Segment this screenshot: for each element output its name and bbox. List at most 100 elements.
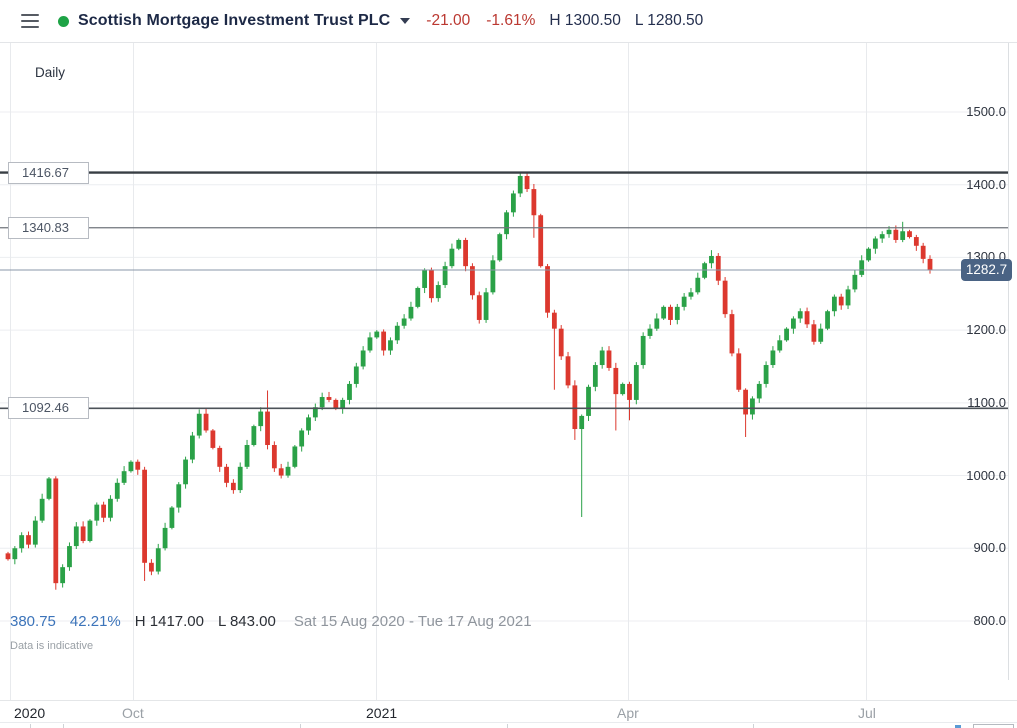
candle-body-up xyxy=(374,331,380,338)
candle-body-down xyxy=(913,237,919,246)
bottom-strip xyxy=(0,722,1017,728)
candle-body-up xyxy=(285,466,291,476)
candle-body-up xyxy=(852,274,858,290)
candle-body-down xyxy=(210,430,216,448)
candle-body-up xyxy=(32,520,38,545)
y-axis-label: 1200.0 xyxy=(966,322,1006,338)
candle-body-up xyxy=(244,445,250,467)
candle-body-up xyxy=(388,340,393,351)
candle-body-down xyxy=(278,468,284,476)
chevron-down-icon[interactable] xyxy=(400,18,411,24)
candle-body-up xyxy=(483,292,489,320)
candle-body-up xyxy=(510,193,516,213)
candle-body-up xyxy=(347,383,352,400)
candle-body-down xyxy=(538,215,544,267)
candle-body-up xyxy=(688,292,694,297)
candle-body-down xyxy=(729,314,735,354)
candle-body-down xyxy=(265,411,270,446)
candle-body-down xyxy=(565,356,571,386)
candle-body-up xyxy=(654,318,660,329)
candle-body-up xyxy=(340,399,346,409)
candle-body-down xyxy=(101,504,107,518)
candle-body-up xyxy=(797,311,803,319)
candle-body-up xyxy=(866,248,871,261)
candle-body-up xyxy=(859,260,865,275)
range-high: H 1417.00 xyxy=(134,613,204,630)
candle-body-down xyxy=(271,445,277,469)
candle-body-up xyxy=(702,263,708,278)
candle-body-down xyxy=(531,189,537,216)
candle-body-down xyxy=(804,311,810,325)
menu-icon[interactable] xyxy=(21,14,39,28)
candle-body-down xyxy=(927,258,933,270)
candle-body-up xyxy=(128,461,134,472)
candle-body-up xyxy=(39,498,45,521)
candle-body-up xyxy=(162,527,168,549)
candle-body-up xyxy=(292,446,298,467)
candle-body-down xyxy=(668,306,673,320)
candle-body-down xyxy=(470,266,475,296)
candle-body-up xyxy=(312,407,318,418)
range-stats: 380.75 42.21% H 1417.00 L 843.00 Sat 15 … xyxy=(10,613,532,630)
day-high: H 1300.50 xyxy=(549,12,621,29)
data-disclaimer: Data is indicative xyxy=(10,640,94,652)
chart-canvas[interactable] xyxy=(0,42,1017,700)
candle-body-down xyxy=(545,266,550,313)
candle-body-up xyxy=(825,311,830,329)
candle-body-up xyxy=(73,526,79,547)
candle-body-down xyxy=(551,312,557,329)
level-label: 1340.83 xyxy=(8,216,89,239)
candle-body-up xyxy=(251,426,257,446)
candle-body-up xyxy=(442,266,448,286)
level-label: 1092.46 xyxy=(8,397,89,420)
candle-body-up xyxy=(770,350,776,366)
candle-body-up xyxy=(306,417,311,431)
candle-body-up xyxy=(497,234,503,261)
candle-body-up xyxy=(647,328,653,336)
bottom-strip-tick xyxy=(63,724,64,728)
timeframe-label: Daily xyxy=(35,65,66,80)
candle-body-down xyxy=(715,255,721,281)
candle-body-up xyxy=(190,435,195,460)
price-change: -21.00 xyxy=(426,12,471,29)
y-axis-label: 1100.0 xyxy=(967,394,1006,410)
candle-body-down xyxy=(572,385,578,430)
candle-body-down xyxy=(627,383,632,400)
candle-body-up xyxy=(155,548,161,572)
candle-body-down xyxy=(326,397,332,400)
candle-body-down xyxy=(5,553,11,560)
candle-body-up xyxy=(831,296,837,312)
level-label: 1416.67 xyxy=(8,161,89,184)
candle-body-up xyxy=(319,397,325,408)
candle-body-up xyxy=(87,520,93,541)
y-axis-label: 1000.0 xyxy=(966,467,1006,483)
candle-body-down xyxy=(463,239,468,267)
candle-body-down xyxy=(722,280,728,315)
candlestick-chart[interactable]: Daily 1282.7 1416.67 1340.83 1092.46 1500.0… xyxy=(0,42,1017,700)
candle-body-down xyxy=(224,466,229,483)
y-axis-label: 900.0 xyxy=(973,540,1006,556)
price-change-percent: -1.61% xyxy=(486,12,536,29)
candle-body-up xyxy=(900,231,906,240)
candle-body-down xyxy=(230,482,236,491)
candle-body-up xyxy=(763,365,769,384)
candle-body-down xyxy=(838,296,844,306)
candle-body-up xyxy=(586,386,591,416)
candle-body-up xyxy=(360,350,366,367)
candle-body-up xyxy=(490,260,496,293)
candle-body-down xyxy=(217,447,223,467)
candle-body-down xyxy=(26,535,31,545)
candle-body-down xyxy=(811,324,817,342)
candle-body-down xyxy=(80,526,86,541)
candle-body-up xyxy=(879,234,885,239)
candle-body-down xyxy=(743,389,748,415)
bottom-strip-box xyxy=(973,724,1014,728)
candle-body-up xyxy=(258,411,264,427)
market-status-dot-icon xyxy=(58,15,69,27)
candle-body-up xyxy=(367,337,373,351)
candle-body-up xyxy=(695,277,701,293)
candle-body-up xyxy=(845,289,851,306)
candle-body-down xyxy=(53,478,59,584)
candle-body-up xyxy=(60,567,66,584)
